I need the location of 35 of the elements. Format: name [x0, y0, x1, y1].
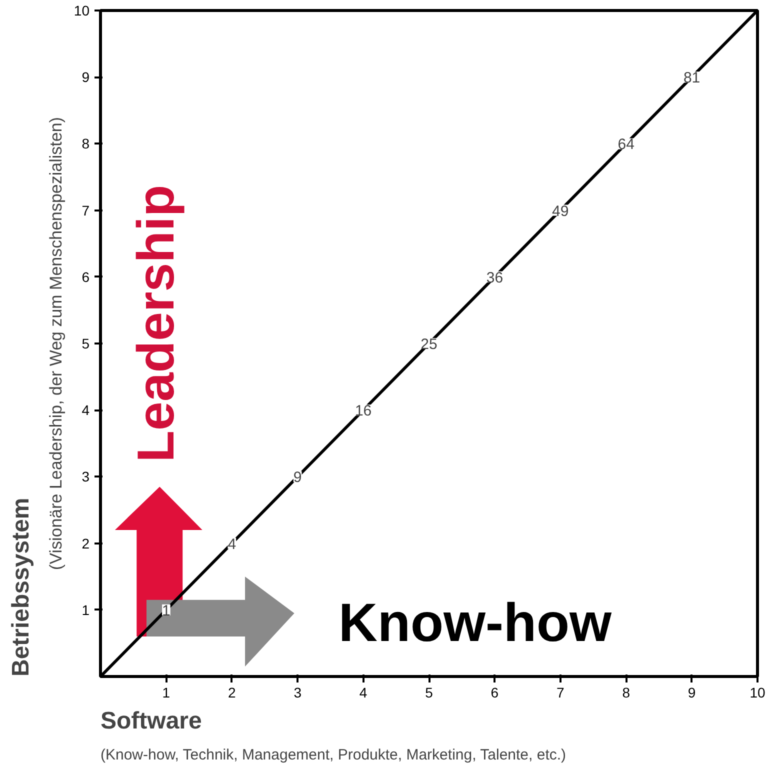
x-tick-label: 2 — [228, 684, 236, 700]
annotation: Know-how — [338, 593, 612, 654]
annotation: 4 — [228, 536, 236, 553]
x-tick-label: 9 — [688, 684, 696, 700]
y-tick-label: 9 — [82, 69, 90, 86]
y-axis-title: Betriebssystem — [8, 498, 34, 676]
x-tick-label: 10 — [750, 684, 766, 700]
x-tick-label: 5 — [425, 684, 434, 700]
y-tick-label: 10 — [74, 2, 90, 18]
annotation: 16 — [354, 402, 372, 420]
y-tick-label: 4 — [82, 402, 90, 418]
x-tick-label: 7 — [556, 684, 565, 700]
x-tick-label: 1 — [162, 684, 170, 700]
y-tick-label: 6 — [82, 268, 90, 285]
text: (Know-how, Technik, Management, Produkte, Marketing, Talente, etc.) — [100, 746, 566, 764]
y-tick-label: 5 — [82, 336, 90, 352]
y-tick-label: 7 — [82, 202, 90, 218]
annotation: 49 — [552, 202, 569, 220]
annotation: 64 — [618, 136, 634, 154]
annotation: 1 — [162, 602, 170, 620]
x-tick-label: 3 — [294, 684, 302, 700]
annotation: 36 — [486, 269, 504, 286]
y-tick-label: 2 — [82, 535, 90, 552]
y-tick-label: 8 — [82, 136, 90, 152]
annotation: 25 — [420, 336, 438, 353]
annotation: Leadership — [127, 184, 186, 462]
x-tick-label: 4 — [359, 684, 368, 700]
x-axis-title: Software — [100, 708, 202, 734]
y-tick-label: 3 — [82, 468, 90, 485]
annotation: 9 — [293, 469, 302, 486]
x-tick-label: 8 — [622, 684, 630, 700]
annotation: 81 — [683, 70, 700, 87]
x-tick-label: 6 — [490, 684, 499, 700]
y-tick-label: 1 — [82, 602, 90, 618]
text: (Visionäre Leadership, der Weg zum Menschenspezialisten) — [46, 117, 66, 570]
